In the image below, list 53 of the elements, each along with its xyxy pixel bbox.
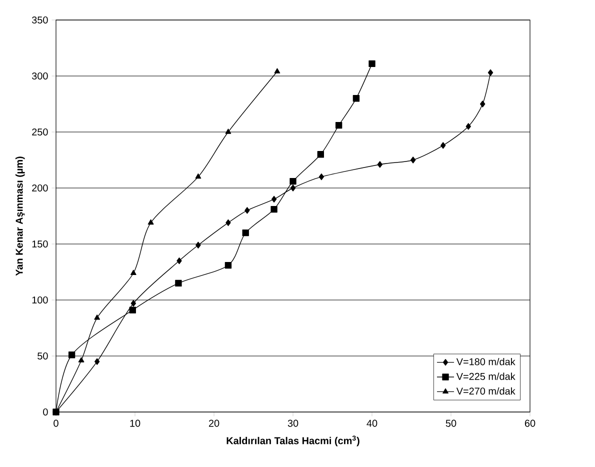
x-tick-label: 40 bbox=[366, 420, 378, 427]
y-tick-label: 0 bbox=[43, 408, 48, 416]
point bbox=[271, 196, 277, 203]
y-tick-label: 250 bbox=[32, 128, 48, 136]
legend-label: V=270 m/dak bbox=[456, 387, 516, 395]
y-tick-label: 350 bbox=[32, 16, 48, 24]
x-tick-label: 0 bbox=[54, 420, 58, 427]
point bbox=[274, 68, 280, 74]
y-tick-label: 200 bbox=[32, 184, 48, 192]
x-tick-label: 10 bbox=[130, 420, 140, 427]
point bbox=[318, 173, 324, 180]
y-tick-label: 100 bbox=[32, 296, 48, 304]
legend-label: V=225 m/dak bbox=[456, 372, 516, 380]
point bbox=[175, 280, 182, 287]
point bbox=[242, 229, 249, 236]
x-tick-label: 20 bbox=[208, 420, 220, 427]
point bbox=[130, 300, 136, 307]
point bbox=[68, 352, 76, 358]
point bbox=[226, 219, 231, 226]
x-axis-title: Kaldırılan Talas Hacmi (cm$^{3}$) bbox=[226, 436, 360, 446]
point bbox=[290, 184, 296, 192]
y-tick-label: 150 bbox=[32, 240, 48, 248]
point bbox=[480, 100, 486, 108]
y-axis-title: Yan Kenar Aşınması (µm) bbox=[15, 156, 25, 276]
point bbox=[368, 60, 376, 68]
point bbox=[94, 314, 100, 320]
point bbox=[410, 156, 416, 164]
point bbox=[488, 69, 494, 76]
x-tick-label: 60 bbox=[524, 420, 536, 427]
point bbox=[317, 151, 324, 158]
point bbox=[466, 123, 471, 130]
point bbox=[176, 257, 182, 264]
point bbox=[244, 207, 250, 214]
x-tick-label: 30 bbox=[288, 420, 298, 427]
point bbox=[352, 95, 360, 102]
point bbox=[377, 161, 382, 168]
point bbox=[78, 357, 84, 362]
y-tick-label: 300 bbox=[32, 72, 48, 80]
point bbox=[290, 178, 296, 185]
point bbox=[148, 219, 154, 225]
point bbox=[196, 242, 201, 248]
x-tick-label: 50 bbox=[446, 420, 456, 427]
point bbox=[224, 262, 232, 269]
point bbox=[94, 358, 100, 365]
legend-label: V=180 m/dak bbox=[456, 358, 516, 366]
point bbox=[225, 128, 232, 134]
point bbox=[440, 142, 446, 149]
point bbox=[129, 306, 136, 314]
point bbox=[195, 173, 202, 179]
y-tick-label: 50 bbox=[38, 352, 48, 360]
point bbox=[335, 122, 342, 129]
point bbox=[270, 206, 278, 213]
point bbox=[130, 270, 136, 275]
